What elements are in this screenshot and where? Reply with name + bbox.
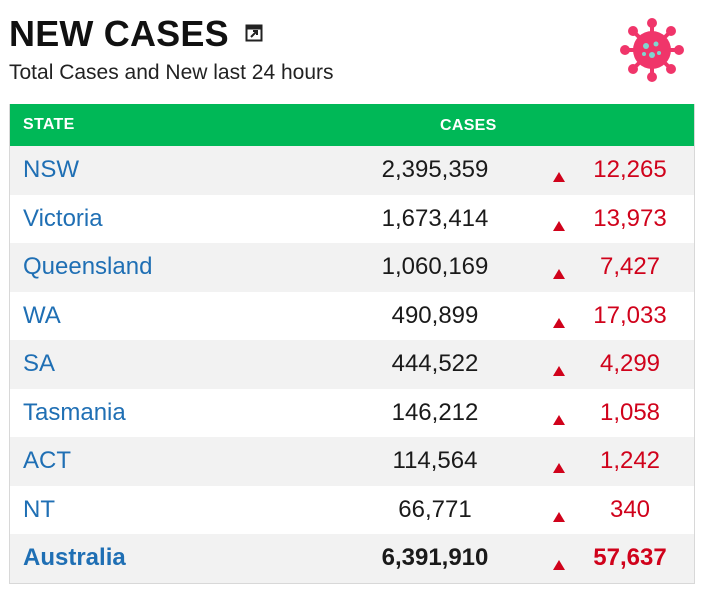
- table-row: Victoria 1,673,414 13,973: [10, 194, 694, 243]
- up-arrow-icon: [551, 260, 567, 280]
- table-row: ACT 114,564 1,242: [10, 437, 694, 486]
- up-arrow-icon: [551, 406, 567, 425]
- new-cases-value: 12,265: [593, 156, 667, 184]
- state-link[interactable]: NT: [23, 495, 55, 523]
- total-cases-value: 2,395,359: [381, 156, 489, 184]
- up-arrow-icon: [551, 551, 567, 571]
- total-cases-value: 444,522: [391, 350, 479, 378]
- table-row: SA 444,522 4,299: [10, 340, 694, 389]
- table-row-total: Australia 6,391,910 57,637: [10, 534, 694, 583]
- state-link[interactable]: Tasmania: [23, 398, 126, 426]
- up-arrow-icon: [551, 454, 567, 474]
- state-link[interactable]: Victoria: [23, 204, 103, 232]
- table-body: NSW 2,395,359 12,265 Victoria 1,673,414 …: [10, 146, 694, 583]
- new-cases-value: 7,427: [599, 253, 661, 281]
- up-arrow-icon: [551, 212, 567, 231]
- new-cases-value: 17,033: [593, 301, 667, 329]
- table-row: Tasmania 146,212 1,058: [10, 388, 694, 437]
- external-link-icon[interactable]: [245, 24, 263, 42]
- total-cases-value: 1,060,169: [381, 253, 489, 281]
- virus-icon: [619, 17, 685, 83]
- cases-table: STATE CASES NSW 2,395,359 12,265 Victori…: [9, 104, 695, 584]
- state-link[interactable]: WA: [23, 301, 61, 329]
- total-cases-value: 114,564: [392, 447, 478, 475]
- total-cases-value: 146,212: [391, 398, 479, 426]
- column-header-cases[interactable]: CASES: [440, 117, 497, 134]
- new-cases-value: 4,299: [599, 350, 661, 378]
- state-link[interactable]: Australia: [23, 544, 126, 572]
- state-link[interactable]: Queensland: [23, 253, 153, 281]
- new-cases-value: 13,973: [593, 204, 667, 232]
- column-header-state[interactable]: STATE: [23, 116, 75, 133]
- up-arrow-icon: [551, 163, 567, 183]
- up-arrow-icon: [551, 309, 567, 328]
- up-arrow-icon: [551, 503, 567, 522]
- total-cases-value: 490,899: [391, 301, 479, 329]
- new-cases-value: 340: [609, 495, 651, 523]
- title-row: NEW CASES: [9, 14, 334, 54]
- total-cases-value: 66,771: [398, 495, 472, 523]
- state-link[interactable]: ACT: [23, 447, 71, 475]
- up-arrow-icon: [551, 357, 567, 377]
- total-cases-value: 1,673,414: [381, 204, 489, 232]
- total-cases-value: 6,391,910: [381, 544, 489, 572]
- widget-title: NEW CASES: [9, 13, 229, 54]
- table-row: NT 66,771 340: [10, 485, 694, 534]
- new-cases-value: 1,242: [599, 447, 661, 475]
- widget-subtitle: Total Cases and New last 24 hours: [9, 61, 334, 84]
- table-row: NSW 2,395,359 12,265: [10, 146, 694, 195]
- table-header-row: STATE CASES: [10, 104, 694, 146]
- widget-header: NEW CASES Total Cases and New last 24 ho…: [9, 14, 334, 86]
- new-cases-value: 57,637: [593, 544, 667, 572]
- table-row: WA 490,899 17,033: [10, 291, 694, 340]
- new-cases-value: 1,058: [599, 398, 661, 426]
- state-link[interactable]: SA: [23, 350, 56, 378]
- table-row: Queensland 1,060,169 7,427: [10, 243, 694, 292]
- state-link[interactable]: NSW: [23, 156, 79, 184]
